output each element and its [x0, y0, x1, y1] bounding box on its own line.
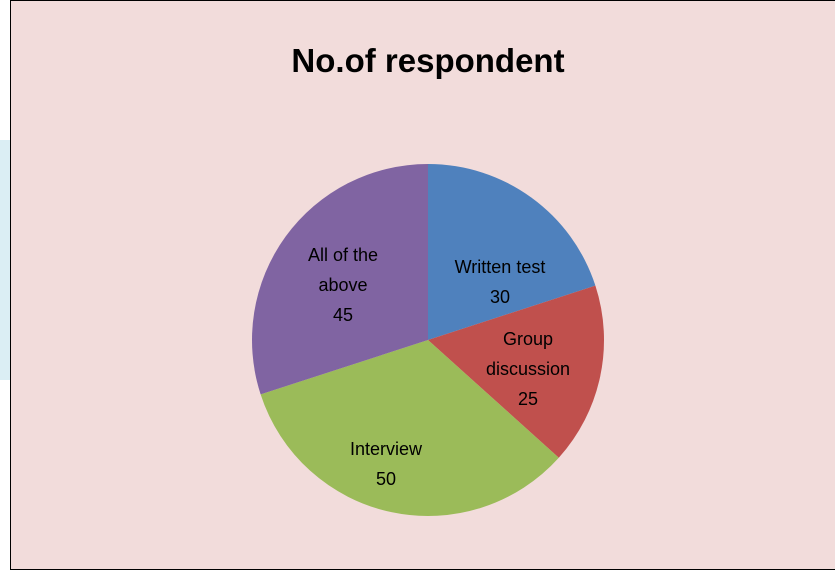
- chart-title: No.of respondent: [291, 42, 565, 79]
- slice-value: 30: [489, 287, 511, 307]
- slice-category: Interview: [349, 439, 423, 459]
- slice-value: 50: [375, 469, 397, 489]
- data-label: Interview 50: [326, 434, 446, 494]
- slice-category: All of the above: [307, 245, 379, 295]
- slice-value: 45: [332, 305, 354, 325]
- data-label: All of the above 45: [293, 240, 393, 330]
- background-strip: [0, 140, 10, 380]
- pie-slice: [428, 285, 604, 458]
- data-label: Group discussion 25: [473, 324, 583, 414]
- pie-slice: [252, 164, 428, 395]
- pie-slice: [260, 340, 559, 517]
- slice-category: Group discussion: [485, 329, 571, 379]
- data-label: Written test 30: [430, 252, 570, 312]
- pie-slice: [428, 164, 596, 340]
- slice-category: Written test: [454, 257, 546, 277]
- slice-value: 25: [517, 389, 539, 409]
